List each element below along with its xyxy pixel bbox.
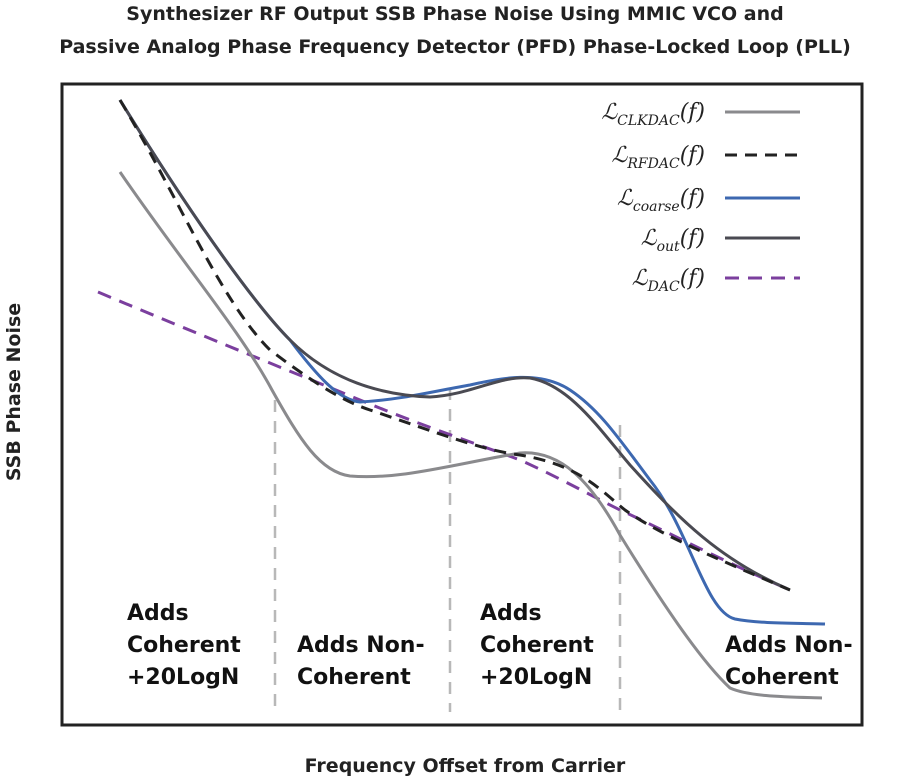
region-labels: Adds Coherent +20LogN Adds Non- Coherent Adds…	[127, 601, 853, 690]
legend-symbol: ℒ	[632, 266, 649, 291]
region-label: Coherent	[297, 665, 411, 690]
legend-subscript: CLKDAC	[617, 113, 680, 129]
x-axis-label: Frequency Offset from Carrier	[305, 755, 626, 777]
plot-frame	[60, 82, 864, 727]
legend-subscript: DAC	[647, 279, 680, 295]
legend-symbol: ℒ	[601, 100, 618, 125]
region-label: Coherent	[725, 665, 839, 690]
region-label: Adds	[127, 601, 189, 626]
chart-title: Passive Analog Phase Frequency Detector …	[59, 36, 851, 58]
curve-rfdac	[118, 99, 791, 592]
legend-argument: (f)	[680, 226, 705, 251]
legend-label: ℒcoarse(f)	[617, 186, 705, 215]
legend-subscript: coarse	[633, 199, 680, 215]
region-dividers	[273, 388, 622, 712]
region-label: Coherent	[480, 633, 594, 658]
y-axis-label: SSB Phase Noise	[3, 303, 25, 481]
curve-out	[118, 99, 791, 592]
legend: ℒCLKDAC(f)ℒRFDAC(f)ℒcoarse(f)ℒout(f)ℒDAC…	[601, 100, 800, 295]
curve-clkdac	[118, 171, 823, 700]
chart-title: Synthesizer RF Output SSB Phase Noise Us…	[126, 3, 783, 25]
legend-argument: (f)	[680, 186, 705, 211]
region-label: Adds Non-	[297, 633, 425, 658]
region-label: +20LogN	[127, 665, 239, 690]
legend-symbol: ℒ	[641, 226, 658, 251]
legend-subscript: RFDAC	[626, 156, 680, 172]
legend-argument: (f)	[680, 100, 705, 125]
legend-symbol: ℒ	[612, 143, 629, 168]
region-label: Adds Non-	[725, 633, 853, 658]
legend-label: ℒDAC(f)	[632, 266, 705, 295]
legend-subscript: out	[657, 239, 680, 255]
curve-coarse	[118, 99, 826, 626]
legend-label: ℒout(f)	[641, 226, 705, 255]
legend-argument: (f)	[680, 143, 705, 168]
legend-symbol: ℒ	[617, 186, 634, 211]
legend-label: ℒRFDAC(f)	[612, 143, 705, 172]
region-label: Adds	[480, 601, 542, 626]
legend-label: ℒCLKDAC(f)	[601, 100, 705, 129]
region-label: Coherent	[127, 633, 241, 658]
legend-argument: (f)	[680, 266, 705, 291]
region-label: +20LogN	[480, 665, 592, 690]
